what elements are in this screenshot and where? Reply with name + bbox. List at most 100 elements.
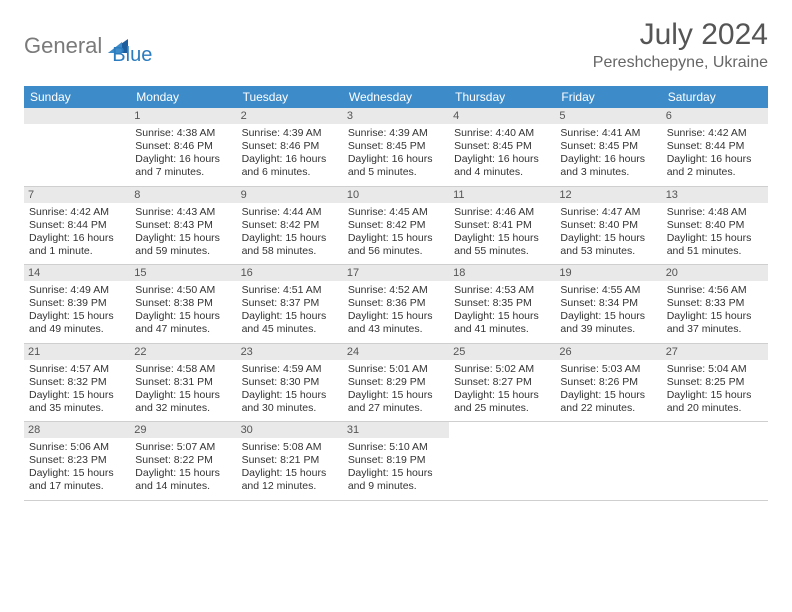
- day-details: Sunrise: 4:44 AMSunset: 8:42 PMDaylight:…: [242, 206, 338, 259]
- daylight-text: and 9 minutes.: [348, 480, 444, 493]
- day-number: 8: [130, 187, 236, 203]
- daylight-text: and 41 minutes.: [454, 323, 550, 336]
- sunset-text: Sunset: 8:45 PM: [560, 140, 656, 153]
- sunrise-text: Sunrise: 5:03 AM: [560, 363, 656, 376]
- daylight-text: and 5 minutes.: [348, 166, 444, 179]
- sunrise-text: Sunrise: 4:56 AM: [667, 284, 763, 297]
- calendar-table: Sunday Monday Tuesday Wednesday Thursday…: [24, 86, 768, 501]
- calendar-day-cell: 21Sunrise: 4:57 AMSunset: 8:32 PMDayligh…: [24, 343, 130, 422]
- daylight-text: and 7 minutes.: [135, 166, 231, 179]
- weekday-header: Wednesday: [343, 86, 449, 108]
- sunrise-text: Sunrise: 4:48 AM: [667, 206, 763, 219]
- day-number: 22: [130, 344, 236, 360]
- day-details: Sunrise: 4:57 AMSunset: 8:32 PMDaylight:…: [29, 363, 125, 416]
- day-number: 11: [449, 187, 555, 203]
- calendar-day-cell: 14Sunrise: 4:49 AMSunset: 8:39 PMDayligh…: [24, 265, 130, 344]
- day-number: 6: [662, 108, 768, 124]
- daylight-text: Daylight: 15 hours: [454, 310, 550, 323]
- header: General Blue July 2024 Pereshchepyne, Uk…: [24, 18, 768, 72]
- daylight-text: Daylight: 15 hours: [454, 389, 550, 402]
- calendar-day-cell: [555, 422, 661, 501]
- sunset-text: Sunset: 8:41 PM: [454, 219, 550, 232]
- sunset-text: Sunset: 8:46 PM: [242, 140, 338, 153]
- sunrise-text: Sunrise: 5:08 AM: [242, 441, 338, 454]
- daylight-text: and 51 minutes.: [667, 245, 763, 258]
- day-details: Sunrise: 5:07 AMSunset: 8:22 PMDaylight:…: [135, 441, 231, 494]
- sunrise-text: Sunrise: 5:06 AM: [29, 441, 125, 454]
- sunset-text: Sunset: 8:46 PM: [135, 140, 231, 153]
- calendar-day-cell: [662, 422, 768, 501]
- calendar-day-cell: 18Sunrise: 4:53 AMSunset: 8:35 PMDayligh…: [449, 265, 555, 344]
- logo-text-general: General: [24, 33, 102, 59]
- daylight-text: Daylight: 15 hours: [29, 389, 125, 402]
- sunrise-text: Sunrise: 4:53 AM: [454, 284, 550, 297]
- weekday-header: Friday: [555, 86, 661, 108]
- sunrise-text: Sunrise: 5:07 AM: [135, 441, 231, 454]
- calendar-day-cell: 2Sunrise: 4:39 AMSunset: 8:46 PMDaylight…: [237, 108, 343, 186]
- daylight-text: Daylight: 15 hours: [667, 232, 763, 245]
- day-number: 7: [24, 187, 130, 203]
- day-number: 15: [130, 265, 236, 281]
- sunset-text: Sunset: 8:43 PM: [135, 219, 231, 232]
- sunset-text: Sunset: 8:44 PM: [29, 219, 125, 232]
- day-number: 13: [662, 187, 768, 203]
- calendar-day-cell: 27Sunrise: 5:04 AMSunset: 8:25 PMDayligh…: [662, 343, 768, 422]
- calendar-day-cell: 23Sunrise: 4:59 AMSunset: 8:30 PMDayligh…: [237, 343, 343, 422]
- calendar-day-cell: 5Sunrise: 4:41 AMSunset: 8:45 PMDaylight…: [555, 108, 661, 186]
- daylight-text: Daylight: 15 hours: [29, 310, 125, 323]
- daylight-text: and 12 minutes.: [242, 480, 338, 493]
- sunset-text: Sunset: 8:40 PM: [560, 219, 656, 232]
- calendar-day-cell: 16Sunrise: 4:51 AMSunset: 8:37 PMDayligh…: [237, 265, 343, 344]
- day-details: Sunrise: 4:40 AMSunset: 8:45 PMDaylight:…: [454, 127, 550, 180]
- day-number: 19: [555, 265, 661, 281]
- sunrise-text: Sunrise: 4:58 AM: [135, 363, 231, 376]
- weekday-header: Tuesday: [237, 86, 343, 108]
- sunset-text: Sunset: 8:44 PM: [667, 140, 763, 153]
- daylight-text: and 53 minutes.: [560, 245, 656, 258]
- sunset-text: Sunset: 8:26 PM: [560, 376, 656, 389]
- daylight-text: Daylight: 15 hours: [560, 389, 656, 402]
- day-number: 3: [343, 108, 449, 124]
- sunrise-text: Sunrise: 4:49 AM: [29, 284, 125, 297]
- day-details: Sunrise: 4:46 AMSunset: 8:41 PMDaylight:…: [454, 206, 550, 259]
- daylight-text: Daylight: 16 hours: [454, 153, 550, 166]
- month-title: July 2024: [593, 18, 768, 52]
- day-number: 27: [662, 344, 768, 360]
- daylight-text: and 25 minutes.: [454, 402, 550, 415]
- daylight-text: and 43 minutes.: [348, 323, 444, 336]
- sunrise-text: Sunrise: 5:10 AM: [348, 441, 444, 454]
- sunset-text: Sunset: 8:32 PM: [29, 376, 125, 389]
- daylight-text: and 20 minutes.: [667, 402, 763, 415]
- daylight-text: and 58 minutes.: [242, 245, 338, 258]
- calendar-day-cell: 1Sunrise: 4:38 AMSunset: 8:46 PMDaylight…: [130, 108, 236, 186]
- daylight-text: Daylight: 16 hours: [242, 153, 338, 166]
- calendar-week-row: 1Sunrise: 4:38 AMSunset: 8:46 PMDaylight…: [24, 108, 768, 186]
- calendar-day-cell: 26Sunrise: 5:03 AMSunset: 8:26 PMDayligh…: [555, 343, 661, 422]
- sunset-text: Sunset: 8:36 PM: [348, 297, 444, 310]
- calendar-day-cell: 30Sunrise: 5:08 AMSunset: 8:21 PMDayligh…: [237, 422, 343, 501]
- sunrise-text: Sunrise: 5:02 AM: [454, 363, 550, 376]
- day-details: Sunrise: 4:42 AMSunset: 8:44 PMDaylight:…: [29, 206, 125, 259]
- daylight-text: and 22 minutes.: [560, 402, 656, 415]
- calendar-week-row: 7 Sunrise: 4:42 AMSunset: 8:44 PMDaylight…: [24, 186, 768, 265]
- sunrise-text: Sunrise: 4:57 AM: [29, 363, 125, 376]
- calendar-day-cell: 22Sunrise: 4:58 AMSunset: 8:31 PMDayligh…: [130, 343, 236, 422]
- daylight-text: Daylight: 15 hours: [135, 389, 231, 402]
- sunset-text: Sunset: 8:40 PM: [667, 219, 763, 232]
- sunrise-text: Sunrise: 4:40 AM: [454, 127, 550, 140]
- sunrise-text: Sunrise: 4:44 AM: [242, 206, 338, 219]
- daylight-text: and 3 minutes.: [560, 166, 656, 179]
- sunrise-text: Sunrise: 4:45 AM: [348, 206, 444, 219]
- day-number: 2: [237, 108, 343, 124]
- calendar-day-cell: 28Sunrise: 5:06 AMSunset: 8:23 PMDayligh…: [24, 422, 130, 501]
- daylight-text: Daylight: 15 hours: [348, 467, 444, 480]
- day-number: 16: [237, 265, 343, 281]
- daylight-text: Daylight: 15 hours: [667, 389, 763, 402]
- calendar-day-cell: 8Sunrise: 4:43 AMSunset: 8:43 PMDaylight…: [130, 186, 236, 265]
- day-details: Sunrise: 4:52 AMSunset: 8:36 PMDaylight:…: [348, 284, 444, 337]
- day-number: 1: [130, 108, 236, 124]
- daylight-text: Daylight: 16 hours: [29, 232, 125, 245]
- sunset-text: Sunset: 8:21 PM: [242, 454, 338, 467]
- daylight-text: Daylight: 15 hours: [29, 467, 125, 480]
- sunset-text: Sunset: 8:45 PM: [454, 140, 550, 153]
